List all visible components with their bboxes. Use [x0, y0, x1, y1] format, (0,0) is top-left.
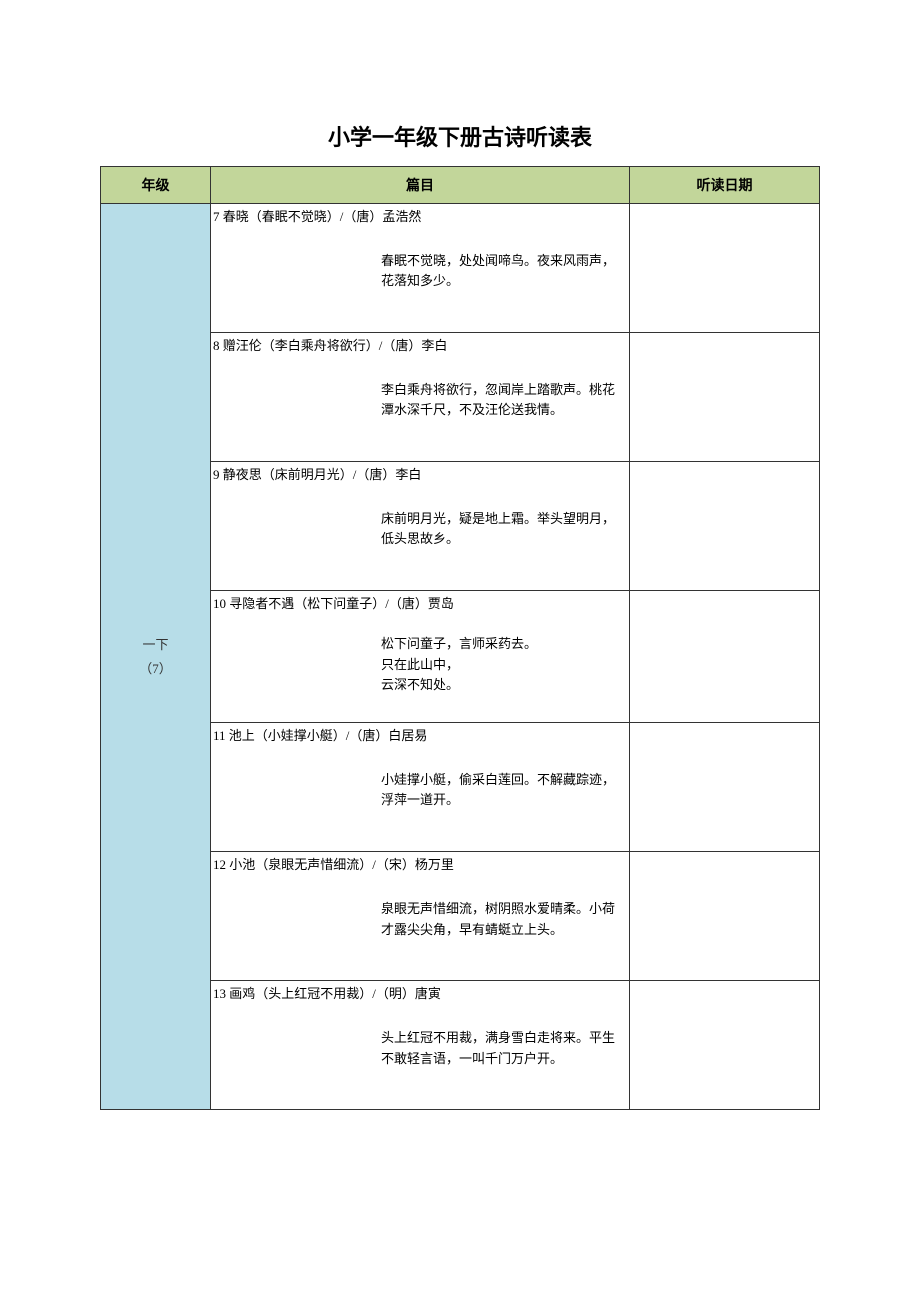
- poem-heading: 10 寻隐者不遇（松下问童子）/（唐）贾岛: [211, 591, 629, 614]
- poem-cell: 8 赠汪伦（李白乘舟将欲行）/（唐）李白 李白乘舟将欲行，忽闻岸上踏歌声。桃花潭…: [211, 333, 630, 462]
- poem-heading: 11 池上（小娃撑小艇）/（唐）白居易: [211, 723, 629, 746]
- poem-body: 小娃撑小艇，偷采白莲回。不解藏踪迹，浮萍一道开。: [211, 746, 629, 852]
- poem-heading: 13 画鸡（头上红冠不用裁）/（明）唐寅: [211, 981, 629, 1004]
- poem-body: 李白乘舟将欲行，忽闻岸上踏歌声。桃花潭水深千尺，不及汪伦送我情。: [211, 356, 629, 462]
- poem-body: 春眠不觉晓，处处闻啼鸟。夜来风雨声，花落知多少。: [211, 227, 629, 333]
- date-cell: [630, 591, 820, 723]
- poem-heading: 9 静夜思（床前明月光）/（唐）李白: [211, 462, 629, 485]
- page-title: 小学一年级下册古诗听读表: [100, 120, 820, 152]
- date-cell: [630, 462, 820, 591]
- date-cell: [630, 204, 820, 333]
- poem-heading: 7 春晓（春眠不觉晓）/（唐）孟浩然: [211, 204, 629, 227]
- grade-line1: 一下: [101, 633, 210, 656]
- poem-cell: 9 静夜思（床前明月光）/（唐）李白 床前明月光，疑是地上霜。举头望明月，低头思…: [211, 462, 630, 591]
- date-cell: [630, 333, 820, 462]
- poem-cell: 13 画鸡（头上红冠不用裁）/（明）唐寅 头上红冠不用裁，满身雪白走将来。平生不…: [211, 981, 630, 1110]
- header-poem: 篇目: [211, 167, 630, 204]
- poem-body: 泉眼无声惜细流，树阴照水爱晴柔。小荷才露尖尖角，早有蜻蜓立上头。: [211, 875, 629, 981]
- poem-cell: 7 春晓（春眠不觉晓）/（唐）孟浩然 春眠不觉晓，处处闻啼鸟。夜来风雨声，花落知…: [211, 204, 630, 333]
- table-row: 一下 （7） 7 春晓（春眠不觉晓）/（唐）孟浩然 春眠不觉晓，处处闻啼鸟。夜来…: [101, 204, 820, 333]
- date-cell: [630, 852, 820, 981]
- grade-cell: 一下 （7）: [101, 204, 211, 1110]
- poem-body: 床前明月光，疑是地上霜。举头望明月，低头思故乡。: [211, 485, 629, 591]
- poem-heading: 12 小池（泉眼无声惜细流）/（宋）杨万里: [211, 852, 629, 875]
- poem-cell: 12 小池（泉眼无声惜细流）/（宋）杨万里 泉眼无声惜细流，树阴照水爱晴柔。小荷…: [211, 852, 630, 981]
- header-date: 听读日期: [630, 167, 820, 204]
- header-grade: 年级: [101, 167, 211, 204]
- date-cell: [630, 723, 820, 852]
- poem-cell: 11 池上（小娃撑小艇）/（唐）白居易 小娃撑小艇，偷采白莲回。不解藏踪迹，浮萍…: [211, 723, 630, 852]
- poem-cell: 10 寻隐者不遇（松下问童子）/（唐）贾岛 松下问童子，言师采药去。 只在此山中…: [211, 591, 630, 723]
- poem-body: 松下问童子，言师采药去。 只在此山中， 云深不知处。: [211, 614, 629, 722]
- poem-body: 头上红冠不用裁，满身雪白走将来。平生不敢轻言语，一叫千门万户开。: [211, 1004, 629, 1110]
- poem-heading: 8 赠汪伦（李白乘舟将欲行）/（唐）李白: [211, 333, 629, 356]
- poem-reading-table: 年级 篇目 听读日期 一下 （7） 7 春晓（春眠不觉晓）/（唐）孟浩然 春眠不…: [100, 166, 820, 1110]
- date-cell: [630, 981, 820, 1110]
- table-header-row: 年级 篇目 听读日期: [101, 167, 820, 204]
- grade-line2: （7）: [101, 657, 210, 680]
